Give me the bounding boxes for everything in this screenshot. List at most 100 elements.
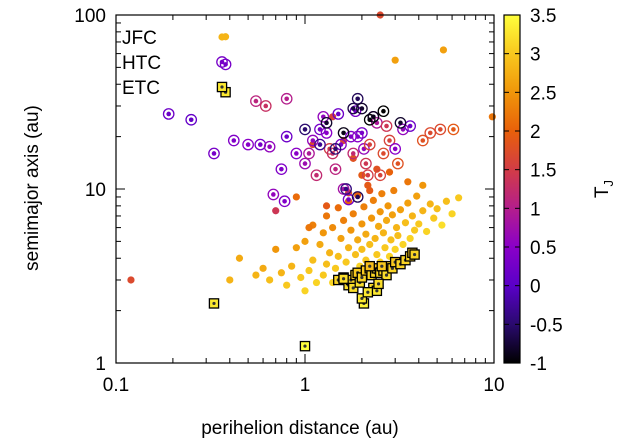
plot-frame (115, 14, 495, 364)
data-point-htc (394, 116, 407, 129)
data-point-htc (347, 102, 360, 115)
data-point-etc (338, 273, 349, 284)
data-point-jfc (430, 214, 438, 222)
data-point-jfc (384, 202, 392, 210)
data-point-htc (356, 102, 368, 115)
colorbar-label-subscript: J (601, 180, 616, 187)
data-point-jfc (415, 220, 423, 228)
data-point-htc (416, 134, 429, 147)
x-axis-label: perihelion distance (au) (201, 418, 399, 439)
colorbar-gradient (503, 14, 521, 364)
data-point-jfc (360, 203, 368, 211)
data-point-jfc (331, 264, 340, 272)
data-point-etc (364, 260, 375, 272)
data-point-htc (280, 130, 293, 143)
data-point-jfc (292, 244, 300, 252)
data-point-jfc (366, 186, 374, 195)
data-point-etc (376, 260, 388, 272)
data-point-htc (332, 108, 345, 120)
data-point-jfc (337, 234, 345, 243)
data-point-htc (337, 127, 350, 139)
data-point-jfc (334, 204, 342, 212)
data-point-jfc (342, 258, 350, 266)
data-point-jfc (488, 113, 496, 121)
data-point-jfc (272, 207, 280, 215)
data-point-htc (356, 127, 368, 139)
data-point-jfc (426, 200, 434, 208)
data-point-htc (242, 138, 254, 151)
data-point-htc (317, 110, 330, 123)
data-point-htc (347, 147, 360, 160)
data-point-jfc (419, 181, 427, 189)
data-point-htc (162, 108, 175, 120)
data-point-jfc (354, 236, 362, 244)
data-point-jfc (408, 212, 416, 220)
data-point-htc (374, 169, 387, 182)
data-point-jfc (401, 219, 410, 227)
y-axis-label: semimajor axis (au) (22, 105, 43, 271)
data-point-etc (356, 293, 368, 304)
data-point-jfc (387, 236, 395, 244)
data-point-jfc (283, 281, 291, 289)
data-point-htc (290, 147, 303, 160)
data-point-jfc (272, 245, 280, 253)
data-point-jfc (388, 211, 396, 219)
colorbar-tick-label: -0.5 (530, 315, 563, 336)
data-point-htc (306, 134, 319, 147)
data-point-htc (377, 147, 390, 160)
data-point-jfc (266, 276, 274, 284)
data-point-htc (267, 188, 280, 201)
data-point-jfc (339, 216, 348, 224)
data-point-jfc (376, 208, 384, 216)
data-point-htc (299, 157, 311, 170)
data-point-etc (347, 282, 359, 294)
data-point-jfc (301, 237, 309, 245)
data-point-htc (389, 143, 402, 155)
data-point-htc (424, 127, 437, 139)
data-point-jfc (344, 244, 353, 252)
data-point-jfc (288, 262, 296, 270)
data-point-htc (314, 138, 326, 151)
data-point-htc (299, 123, 311, 136)
data-point-jfc (433, 205, 441, 213)
data-point-jfc (392, 224, 401, 232)
data-point-jfc (334, 252, 342, 260)
x-tick-labels: 0.1 1 10 (103, 375, 505, 396)
data-point-jfc (226, 276, 234, 284)
data-point-htc (254, 138, 267, 151)
data-point-jfc (358, 171, 366, 179)
legend-marker-jfc (218, 33, 226, 41)
data-point-htc (278, 195, 291, 208)
data-point-jfc (391, 245, 399, 253)
x-tick-label: 0.1 (103, 375, 129, 396)
data-point-htc (351, 92, 364, 105)
data-point-jfc (439, 46, 448, 54)
colorbar-tick-label: -1 (530, 354, 547, 375)
data-point-jfc (379, 229, 388, 237)
data-point-htc (367, 110, 380, 123)
data-point-jfc (371, 234, 379, 243)
colorbar-tick-label: 0.5 (530, 238, 556, 259)
data-point-jfc (448, 210, 456, 218)
colorbar-tick-label: 0 (530, 277, 541, 298)
legend-marker-htc (216, 56, 228, 68)
colorbar-label-main: T (592, 186, 613, 198)
data-point-htc (259, 100, 272, 112)
data-point-jfc (316, 240, 324, 249)
data-point-jfc (322, 260, 331, 268)
data-point-etc (208, 298, 220, 309)
data-point-jfc (305, 266, 313, 275)
data-point-jfc (404, 178, 412, 186)
data-point-jfc (381, 244, 389, 252)
data-point-jfc (390, 186, 398, 195)
y-tick-label: 100 (74, 6, 106, 27)
data-point-jfc (378, 190, 386, 198)
data-point-jfc (305, 224, 313, 232)
data-point-jfc (369, 196, 377, 204)
data-point-jfc (410, 226, 419, 234)
y-tick-label: 10 (85, 180, 106, 201)
colorbar-tick-label: 1.5 (530, 161, 556, 182)
data-point-jfc (312, 278, 321, 287)
data-point-jfc (349, 210, 357, 218)
data-point-jfc (319, 229, 327, 237)
